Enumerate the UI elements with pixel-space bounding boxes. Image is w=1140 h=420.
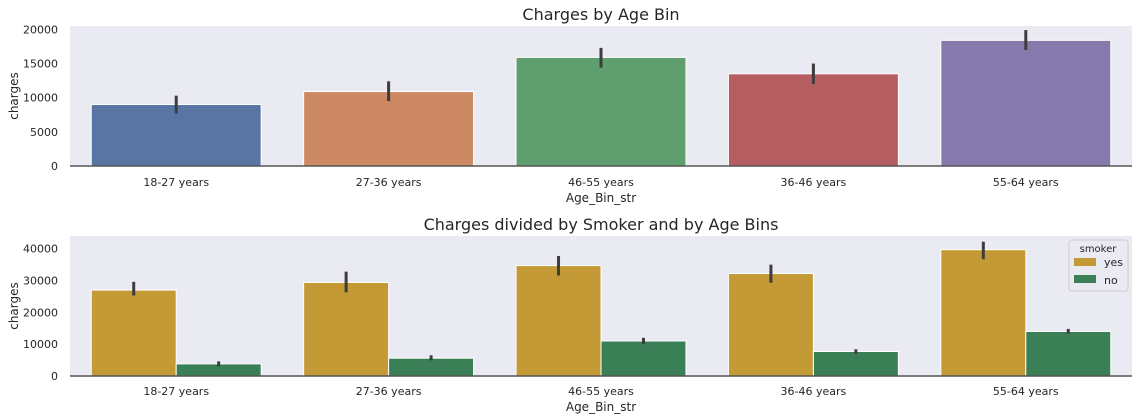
chart-2-legend: smoker yes no: [1068, 239, 1129, 292]
legend-label-no: no: [1104, 274, 1118, 287]
chart-1-title: Charges by Age Bin: [522, 5, 679, 24]
chart-2-ytick-label: 40000: [23, 243, 58, 256]
chart-2-error-bars: [132, 241, 1070, 367]
chart-2-ytick-label: 20000: [23, 306, 58, 319]
legend-title: smoker: [1080, 244, 1118, 255]
chart-1: Charges by Age Bin Age_Bin_str charges 0…: [7, 5, 1132, 205]
chart-2-xtick-label: 27-36 years: [356, 385, 422, 398]
chart-1-ytick-label: 20000: [23, 23, 58, 36]
legend-swatch-no: [1074, 275, 1096, 283]
chart-2-xtick-label: 18-27 years: [143, 385, 209, 398]
chart-1-bar: [727, 73, 899, 167]
chart-2-ytick-label: 10000: [23, 338, 58, 351]
chart-2-bar-yes: [515, 265, 602, 377]
chart-1-bar: [940, 39, 1112, 167]
chart-2-title: Charges divided by Smoker and by Age Bin…: [424, 215, 779, 234]
legend-label-yes: yes: [1104, 256, 1123, 269]
chart-1-error-bars: [174, 30, 1028, 114]
chart-1-y-ticks: 0 5000 10000 15000 20000: [23, 23, 58, 173]
chart-2-bar-yes: [727, 273, 814, 377]
legend-swatch-yes: [1074, 258, 1096, 266]
chart-2-xtick-label: 55-64 years: [993, 385, 1059, 398]
chart-2-bar-yes: [940, 249, 1027, 377]
chart-2-xtick-label: 36-46 years: [781, 385, 847, 398]
chart-1-xtick-label: 55-64 years: [993, 176, 1059, 189]
chart-2: Charges divided by Smoker and by Age Bin…: [7, 215, 1132, 414]
chart-2-ytick-label: 0: [51, 370, 58, 383]
chart-1-ytick-label: 10000: [23, 92, 58, 105]
chart-2-x-ticks: 18-27 years 27-36 years 46-55 years 36-46 y…: [143, 385, 1059, 398]
chart-1-bar: [90, 104, 262, 167]
chart-1-ylabel: charges: [7, 72, 21, 120]
chart-1-bars: [90, 39, 1112, 167]
chart-2-y-ticks: 0 10000 20000 30000 40000: [23, 243, 58, 383]
chart-2-ylabel: charges: [7, 282, 21, 330]
chart-1-bar: [303, 91, 475, 167]
chart-1-ytick-label: 0: [51, 160, 58, 173]
chart-1-xlabel: Age_Bin_str: [566, 191, 636, 205]
chart-1-xtick-label: 18-27 years: [143, 176, 209, 189]
chart-2-bar-yes: [90, 289, 177, 377]
chart-1-x-ticks: 18-27 years 27-36 years 46-55 years 36-46 y…: [143, 176, 1059, 189]
chart-1-ytick-label: 5000: [30, 126, 58, 139]
chart-1-xtick-label: 46-55 years: [568, 176, 634, 189]
chart-1-bar: [515, 56, 687, 167]
chart-2-bars: [90, 249, 1112, 377]
chart-2-bar-no: [388, 357, 475, 377]
chart-2-ytick-label: 30000: [23, 275, 58, 288]
chart-1-xtick-label: 36-46 years: [781, 176, 847, 189]
chart-2-bar-yes: [303, 281, 390, 377]
chart-2-bar-no: [812, 351, 899, 377]
chart-2-xtick-label: 46-55 years: [568, 385, 634, 398]
chart-1-xtick-label: 27-36 years: [356, 176, 422, 189]
chart-2-bar-no: [1025, 330, 1112, 377]
chart-2-bar-no: [600, 340, 687, 377]
chart-1-ytick-label: 15000: [23, 58, 58, 71]
chart-2-xlabel: Age_Bin_str: [566, 400, 636, 414]
